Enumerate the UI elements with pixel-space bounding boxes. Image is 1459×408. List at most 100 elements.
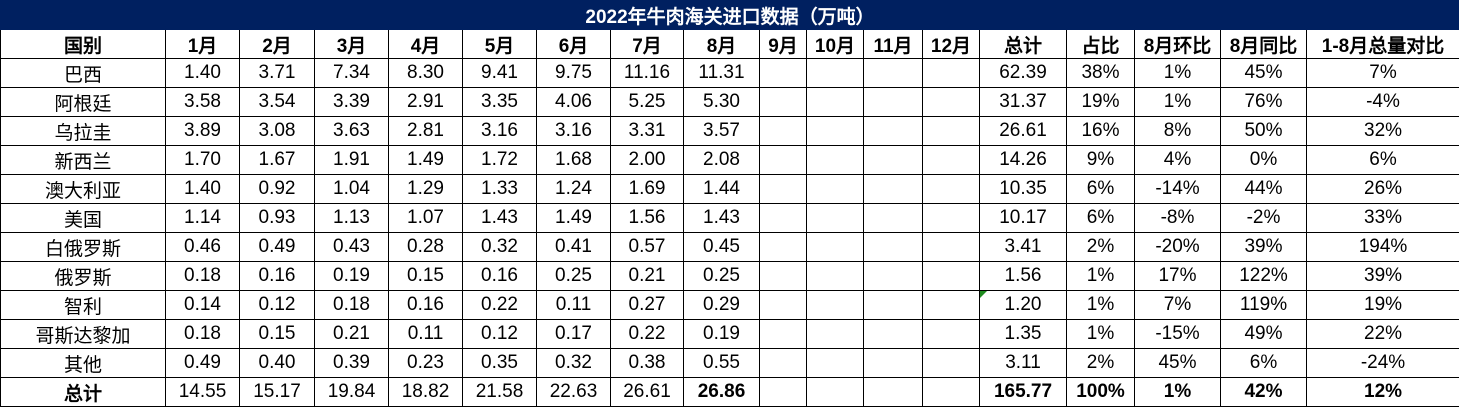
table-cell[interactable]: 0.12 <box>239 290 315 320</box>
table-cell[interactable]: 49% <box>1220 319 1307 349</box>
country-cell[interactable]: 巴西 <box>0 58 166 88</box>
table-cell[interactable]: 76% <box>1220 87 1307 117</box>
column-header[interactable]: 5月 <box>462 29 537 59</box>
table-cell[interactable]: 0.18 <box>165 319 240 349</box>
table-cell[interactable]: 1.68 <box>536 145 611 175</box>
column-header[interactable]: 7月 <box>610 29 684 59</box>
column-header[interactable]: 8月环比 <box>1134 29 1221 59</box>
table-cell[interactable] <box>863 145 923 175</box>
table-cell[interactable]: 21.58 <box>462 377 537 407</box>
column-header[interactable]: 8月 <box>683 29 760 59</box>
table-cell[interactable]: 1% <box>1134 87 1221 117</box>
table-cell[interactable]: 0.32 <box>536 348 611 378</box>
table-cell[interactable]: 32% <box>1305 116 1459 146</box>
table-cell[interactable]: 1.43 <box>462 203 537 233</box>
table-cell[interactable]: 39% <box>1305 261 1459 291</box>
table-cell[interactable] <box>922 116 980 146</box>
table-cell[interactable]: 1% <box>1134 58 1221 88</box>
table-cell[interactable]: 0.32 <box>462 232 537 262</box>
table-cell[interactable]: 2.91 <box>388 87 463 117</box>
table-cell[interactable]: 1% <box>1134 377 1221 407</box>
table-cell[interactable]: 10.35 <box>979 174 1067 204</box>
table-cell[interactable] <box>759 58 807 88</box>
table-cell[interactable] <box>863 116 923 146</box>
table-cell[interactable]: 3.11 <box>979 348 1067 378</box>
table-cell[interactable]: 0.55 <box>683 348 760 378</box>
table-cell[interactable] <box>806 87 864 117</box>
table-cell[interactable] <box>922 319 980 349</box>
table-cell[interactable] <box>863 348 923 378</box>
table-cell[interactable] <box>863 319 923 349</box>
table-cell[interactable] <box>759 377 807 407</box>
table-cell[interactable] <box>922 174 980 204</box>
table-cell[interactable]: 1.72 <box>462 145 537 175</box>
table-cell[interactable]: 0.21 <box>610 261 684 291</box>
table-cell[interactable]: 0.46 <box>165 232 240 262</box>
table-cell[interactable]: 0.19 <box>683 319 760 349</box>
table-cell[interactable]: 11.31 <box>683 58 760 88</box>
table-cell[interactable]: 0.49 <box>239 232 315 262</box>
table-cell[interactable]: 1.13 <box>314 203 389 233</box>
table-cell[interactable]: -8% <box>1134 203 1221 233</box>
column-header[interactable]: 占比 <box>1066 29 1135 59</box>
table-cell[interactable]: 1.14 <box>165 203 240 233</box>
table-cell[interactable] <box>863 377 923 407</box>
table-cell[interactable]: 3.63 <box>314 116 389 146</box>
table-cell[interactable]: 39% <box>1220 232 1307 262</box>
table-cell[interactable]: 7% <box>1305 58 1459 88</box>
table-cell[interactable] <box>922 87 980 117</box>
table-cell[interactable]: 0.15 <box>239 319 315 349</box>
table-cell[interactable]: 1.07 <box>388 203 463 233</box>
table-cell[interactable]: 9.75 <box>536 58 611 88</box>
table-cell[interactable]: 0.27 <box>610 290 684 320</box>
country-cell[interactable]: 乌拉圭 <box>0 116 166 146</box>
table-cell[interactable]: 0.18 <box>165 261 240 291</box>
column-header[interactable]: 总计 <box>979 29 1067 59</box>
table-cell[interactable]: 1.91 <box>314 145 389 175</box>
table-cell[interactable] <box>922 261 980 291</box>
table-cell[interactable] <box>863 232 923 262</box>
table-cell[interactable]: 0.25 <box>536 261 611 291</box>
table-cell[interactable]: 3.41 <box>979 232 1067 262</box>
table-cell[interactable]: 1.24 <box>536 174 611 204</box>
country-cell[interactable]: 总计 <box>0 377 166 407</box>
table-cell[interactable]: 1.20 <box>979 290 1067 320</box>
table-cell[interactable]: 3.71 <box>239 58 315 88</box>
table-cell[interactable]: 6% <box>1220 348 1307 378</box>
table-cell[interactable]: 0.28 <box>388 232 463 262</box>
table-cell[interactable]: 6% <box>1305 145 1459 175</box>
table-cell[interactable]: 3.57 <box>683 116 760 146</box>
table-cell[interactable] <box>806 145 864 175</box>
table-cell[interactable]: 1.70 <box>165 145 240 175</box>
table-cell[interactable]: 19.84 <box>314 377 389 407</box>
column-header[interactable]: 10月 <box>806 29 864 59</box>
table-cell[interactable]: 0.16 <box>462 261 537 291</box>
table-cell[interactable]: 26.61 <box>610 377 684 407</box>
table-cell[interactable]: 4% <box>1134 145 1221 175</box>
table-cell[interactable]: 0.45 <box>683 232 760 262</box>
table-cell[interactable]: 0.38 <box>610 348 684 378</box>
table-cell[interactable]: 1.43 <box>683 203 760 233</box>
table-cell[interactable] <box>863 261 923 291</box>
table-cell[interactable]: 16% <box>1066 116 1135 146</box>
table-cell[interactable]: 1.49 <box>388 145 463 175</box>
country-cell[interactable]: 其他 <box>0 348 166 378</box>
table-cell[interactable]: 1.40 <box>165 58 240 88</box>
table-cell[interactable] <box>759 348 807 378</box>
table-cell[interactable]: 7% <box>1134 290 1221 320</box>
table-cell[interactable]: 0.43 <box>314 232 389 262</box>
table-cell[interactable] <box>806 319 864 349</box>
table-cell[interactable] <box>922 145 980 175</box>
table-cell[interactable]: 7.34 <box>314 58 389 88</box>
table-cell[interactable]: -20% <box>1134 232 1221 262</box>
table-cell[interactable] <box>922 290 980 320</box>
table-cell[interactable]: 1.56 <box>979 261 1067 291</box>
table-cell[interactable]: 194% <box>1305 232 1459 262</box>
table-cell[interactable]: 0.93 <box>239 203 315 233</box>
table-cell[interactable]: 3.31 <box>610 116 684 146</box>
table-cell[interactable]: 0.39 <box>314 348 389 378</box>
column-header[interactable]: 8月同比 <box>1220 29 1307 59</box>
table-cell[interactable] <box>922 377 980 407</box>
table-cell[interactable]: 0% <box>1220 145 1307 175</box>
table-cell[interactable]: 3.54 <box>239 87 315 117</box>
